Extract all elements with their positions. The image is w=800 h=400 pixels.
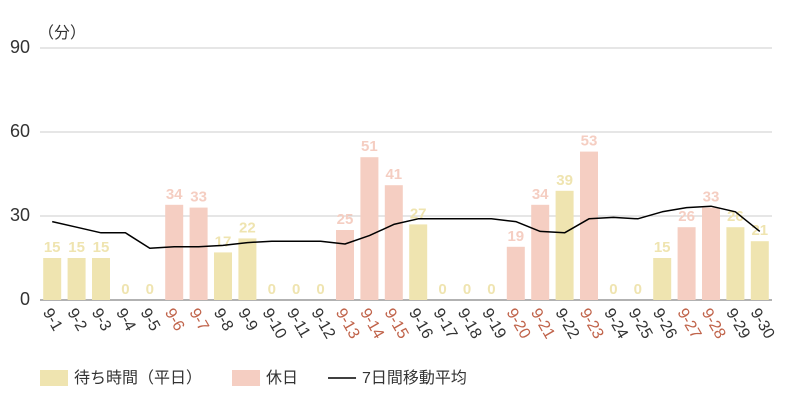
- value-label: 0: [316, 281, 324, 298]
- bar: [43, 258, 62, 300]
- x-tick-label: 9-12: [307, 306, 338, 342]
- value-label: 0: [268, 281, 276, 298]
- bar: [580, 151, 598, 300]
- y-tick-label: 0: [20, 289, 30, 309]
- value-label: 0: [146, 281, 154, 298]
- value-label: 17: [215, 233, 232, 250]
- value-label: 15: [68, 239, 85, 256]
- bar: [555, 190, 574, 300]
- value-label: 34: [532, 186, 549, 203]
- bar: [189, 207, 208, 300]
- bar: [653, 258, 672, 300]
- legend-label: 待ち時間（平日）: [74, 369, 202, 387]
- value-label: 0: [292, 281, 300, 298]
- bar: [165, 204, 184, 300]
- value-label: 0: [487, 281, 495, 298]
- x-tick-label: 9-16: [405, 306, 436, 342]
- x-tick-label: 9-29: [722, 306, 753, 342]
- x-tick-label: 9-6: [161, 306, 187, 335]
- y-tick-label: 90: [10, 37, 30, 57]
- value-label: 15: [44, 239, 61, 256]
- y-tick-label: 30: [10, 205, 30, 225]
- value-label: 0: [438, 281, 446, 298]
- legend-label: 休日: [266, 369, 298, 387]
- value-label: 25: [337, 211, 354, 228]
- bar: [409, 224, 428, 300]
- value-label: 41: [385, 166, 402, 183]
- value-label: 53: [581, 133, 598, 150]
- value-label: 51: [361, 138, 378, 155]
- y-tick-label: 60: [10, 121, 30, 141]
- x-tick-label: 9-19: [478, 306, 509, 342]
- x-tick-label: 9-20: [503, 306, 534, 342]
- value-label: 19: [507, 228, 524, 245]
- x-tick-label: 9-27: [673, 306, 704, 342]
- bar: [506, 246, 525, 300]
- bar: [384, 185, 403, 300]
- value-label: 22: [239, 219, 256, 236]
- legend-swatch: [232, 370, 261, 386]
- value-label: 33: [703, 189, 720, 206]
- value-label: 0: [609, 281, 617, 298]
- unit-label: （分）: [38, 24, 86, 42]
- x-tick-label: 9-3: [88, 306, 114, 335]
- bar: [67, 258, 86, 300]
- value-label: 34: [166, 186, 183, 203]
- value-label: 0: [634, 281, 642, 298]
- x-tick-label: 9-1: [39, 306, 65, 335]
- bar: [360, 157, 379, 300]
- x-tick-label: 9-28: [698, 306, 729, 342]
- x-tick-label: 9-4: [112, 306, 138, 335]
- x-tick-label: 9-30: [747, 306, 778, 342]
- value-label: 0: [121, 281, 129, 298]
- x-tick-label: 9-8: [210, 306, 236, 335]
- x-tick-label: 9-13: [332, 306, 363, 342]
- bar: [214, 252, 232, 300]
- value-label: 15: [93, 239, 110, 256]
- x-tick-label: 9-23: [576, 306, 607, 342]
- x-tick-label: 9-9: [234, 306, 260, 335]
- x-tick-label: 9-5: [137, 306, 163, 335]
- bar: [677, 227, 696, 300]
- value-label: 33: [190, 189, 207, 206]
- x-tick-label: 9-25: [625, 306, 656, 342]
- value-label: 15: [654, 239, 671, 256]
- value-label: 26: [727, 208, 744, 225]
- moving-average-line: [52, 205, 761, 249]
- x-tick-label: 9-14: [356, 306, 387, 342]
- x-tick-label: 9-24: [600, 306, 631, 342]
- x-tick-label: 9-21: [527, 306, 558, 342]
- bar: [238, 238, 257, 300]
- x-tick-label: 9-10: [259, 306, 290, 342]
- x-tick-label: 9-2: [63, 306, 89, 335]
- bar: [726, 227, 745, 300]
- x-tick-label: 9-22: [551, 306, 582, 342]
- value-label: 39: [556, 172, 573, 189]
- bar: [92, 258, 110, 300]
- bar: [750, 241, 769, 300]
- value-label: 0: [463, 281, 471, 298]
- legend-swatch: [40, 370, 68, 386]
- x-tick-label: 9-7: [185, 306, 211, 335]
- x-tick-label: 9-18: [454, 306, 485, 342]
- bar: [336, 230, 354, 300]
- x-tick-label: 9-17: [429, 306, 460, 342]
- x-tick-label: 9-26: [649, 306, 680, 342]
- value-label: 26: [678, 208, 695, 225]
- legend-label: 7日間移動平均: [362, 369, 467, 387]
- bar: [531, 204, 550, 300]
- bar: [702, 207, 720, 300]
- x-tick-label: 9-15: [381, 306, 412, 342]
- x-tick-label: 9-11: [283, 306, 313, 341]
